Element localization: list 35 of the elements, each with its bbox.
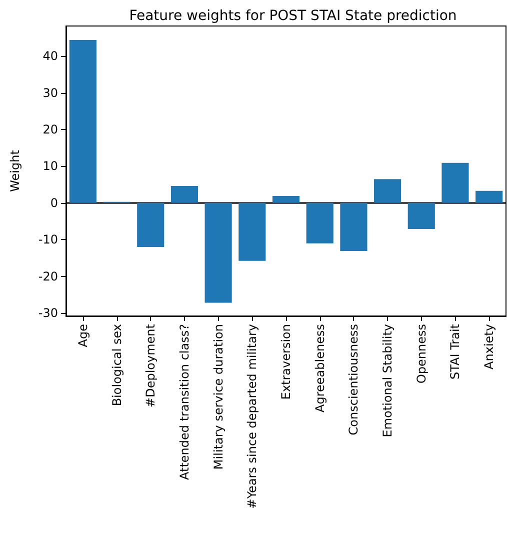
x-tick-label: Emotional Stability	[380, 324, 395, 438]
x-tick-label: Agreeableness	[312, 324, 327, 412]
x-tick-label: Anxiety	[482, 324, 496, 370]
x-tick-label: Age	[76, 324, 90, 348]
chart-title: Feature weights for POST STAI State prediction	[129, 8, 457, 24]
y-tick-label: -10	[38, 232, 58, 247]
x-tick-label: Biological sex	[110, 324, 124, 406]
bar	[476, 190, 503, 203]
y-tick-label: -30	[38, 306, 58, 320]
x-tick-label: #Deployment	[144, 324, 158, 408]
x-tick-label: Conscientiousness	[346, 324, 361, 436]
x-tick-label: Attended transition class?	[177, 324, 192, 480]
y-tick-label: 0	[50, 196, 58, 210]
bar	[137, 202, 164, 247]
x-tick-label: #Years since departed military	[245, 324, 260, 509]
bar	[238, 202, 266, 261]
y-tick-label: 40	[42, 49, 58, 64]
x-tick-label: STAI Trait	[448, 324, 462, 380]
x-tick-label: Openness	[414, 324, 428, 384]
y-axis-title: Weight	[8, 150, 22, 192]
bar	[340, 202, 368, 252]
bar	[204, 202, 232, 303]
y-tick-label: 30	[42, 86, 58, 100]
bar	[272, 196, 300, 203]
bar	[170, 186, 198, 203]
bar	[374, 179, 402, 203]
bar	[69, 40, 96, 203]
x-tick-label: Extraversion	[279, 324, 293, 400]
bar	[442, 162, 469, 203]
bar	[408, 202, 435, 229]
x-tick-label: Military service duration	[211, 324, 226, 470]
y-tick-label: 10	[42, 159, 58, 174]
y-tick-label: 20	[42, 122, 58, 137]
bar	[306, 202, 334, 244]
y-tick-label: -20	[38, 269, 58, 284]
